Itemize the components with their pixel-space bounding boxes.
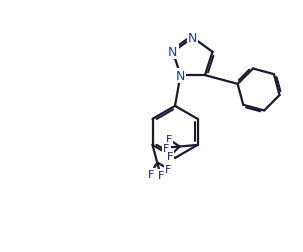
Text: F: F: [163, 143, 170, 153]
Text: N: N: [168, 46, 178, 59]
Text: F: F: [148, 169, 154, 179]
Text: F: F: [157, 170, 164, 180]
Text: N: N: [176, 69, 185, 82]
Text: F: F: [165, 164, 172, 174]
Text: F: F: [167, 151, 173, 161]
Text: F: F: [166, 135, 172, 144]
Text: N: N: [188, 32, 197, 45]
